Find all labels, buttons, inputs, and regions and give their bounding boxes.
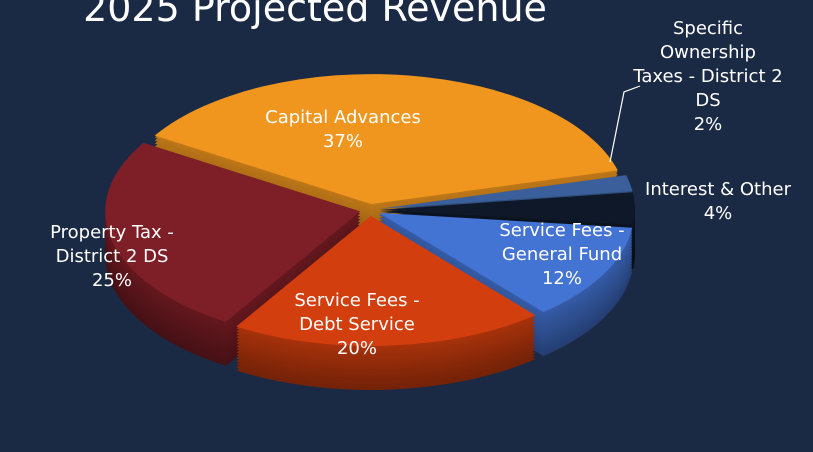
slice bbox=[379, 175, 633, 209]
category-label: Service Fees - General Fund bbox=[499, 220, 625, 265]
value-label: 25% bbox=[91, 270, 132, 291]
slice-label: Specific Ownership Taxes - District 2 DS… bbox=[633, 17, 783, 137]
value-label: 2% bbox=[693, 114, 723, 135]
slice-label: Capital Advances 37% bbox=[213, 106, 473, 154]
slice bbox=[154, 74, 618, 205]
slice-label: Property Tax - District 2 DS 25% bbox=[37, 221, 187, 293]
slice-label: Service Fees - General Fund 12% bbox=[497, 219, 627, 291]
slice bbox=[105, 142, 361, 322]
slice-label: Service Fees - Debt Service 20% bbox=[287, 289, 427, 361]
category-label: Specific Ownership Taxes - District 2 DS bbox=[633, 18, 783, 111]
leader-line bbox=[609, 85, 641, 163]
slice bbox=[236, 215, 536, 346]
value-label: 12% bbox=[541, 268, 582, 289]
slice bbox=[379, 192, 635, 225]
chart-title: 2025 Projected Revenue bbox=[83, 0, 547, 30]
category-label: Property Tax - District 2 DS bbox=[50, 222, 174, 267]
value-label: 4% bbox=[703, 203, 733, 224]
category-label: Service Fees - Debt Service bbox=[294, 290, 420, 335]
value-label: 37% bbox=[322, 131, 363, 152]
slice-label: Interest & Other 4% bbox=[618, 178, 813, 226]
category-label: Interest & Other bbox=[645, 179, 791, 200]
category-label: Capital Advances bbox=[265, 107, 421, 128]
slice bbox=[378, 212, 633, 313]
value-label: 20% bbox=[336, 338, 377, 359]
